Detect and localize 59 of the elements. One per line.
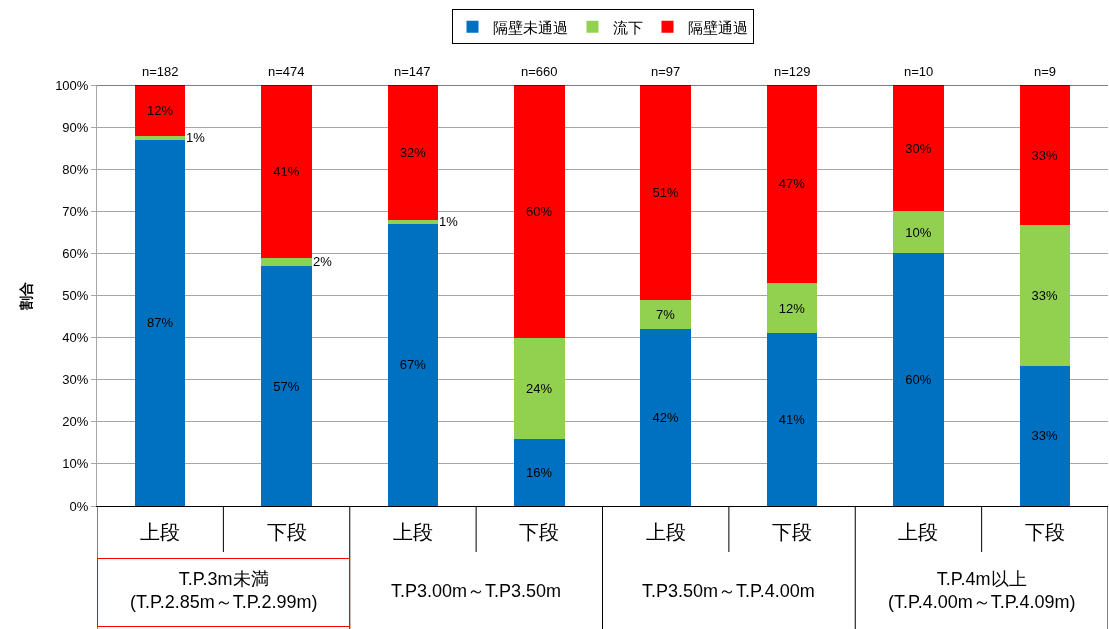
x-tick-label: 下段 bbox=[519, 521, 560, 543]
annotation: n=182 bbox=[142, 64, 179, 79]
text: T.P3.00m～T.P3.50m bbox=[391, 581, 562, 601]
data-label: 30% bbox=[905, 140, 932, 156]
x-tick-label: 上段 bbox=[392, 521, 433, 543]
annotation: n=129 bbox=[774, 64, 811, 79]
annotation: n=474 bbox=[268, 64, 305, 79]
annotation: n=660 bbox=[521, 64, 558, 79]
data-label: 33% bbox=[1031, 147, 1059, 163]
y-tick-label: 50% bbox=[62, 288, 89, 304]
data-label: 41% bbox=[273, 163, 300, 179]
x-tick-label: 上段 bbox=[898, 521, 939, 543]
data-label: 24% bbox=[526, 380, 553, 396]
x-tick-label: 下段 bbox=[1024, 521, 1065, 543]
data-label: 33% bbox=[1031, 428, 1059, 444]
y-tick-label: 60% bbox=[62, 245, 89, 261]
data-label: 67% bbox=[399, 357, 427, 373]
legend-label: 流下 bbox=[612, 18, 643, 36]
y-tick-label: 70% bbox=[62, 203, 89, 219]
y-tick-label: 10% bbox=[62, 456, 89, 472]
y-tick-label: 100% bbox=[55, 77, 89, 93]
legend-label: 隔壁未通過 bbox=[492, 18, 568, 36]
data-label: 7% bbox=[656, 306, 676, 322]
data-label: 60% bbox=[526, 203, 553, 219]
x-tick-label: 上段 bbox=[645, 521, 686, 543]
data-label: 60% bbox=[905, 372, 932, 388]
annotation: n=9 bbox=[1034, 64, 1057, 79]
y-tick-label: 90% bbox=[62, 119, 89, 135]
data-label: 47% bbox=[778, 176, 806, 192]
data-label: 12% bbox=[146, 102, 174, 118]
data-label: 33% bbox=[1031, 288, 1059, 303]
text: T.P.3m未満 (T.P.2.85m～T.P.2.99m) bbox=[130, 569, 318, 613]
data-label: 51% bbox=[652, 184, 679, 200]
data-label: 10% bbox=[905, 224, 932, 240]
y-tick-label: 30% bbox=[62, 372, 89, 388]
y-tick-label: 20% bbox=[62, 414, 89, 430]
data-label: 1% bbox=[186, 130, 206, 145]
annotation: n=147 bbox=[394, 64, 431, 79]
y-tick-label: 0% bbox=[69, 498, 89, 514]
y-tick-label: 80% bbox=[62, 161, 89, 177]
x-tick-label: 上段 bbox=[140, 521, 181, 543]
x-tick-label: 下段 bbox=[772, 521, 813, 543]
annotation: n=97 bbox=[651, 64, 681, 79]
data-label: 2% bbox=[313, 254, 333, 269]
y-tick-label: 40% bbox=[62, 330, 89, 346]
legend-label: 隔壁通過 bbox=[687, 18, 748, 36]
data-label: 87% bbox=[146, 315, 174, 331]
data-label: 16% bbox=[526, 464, 553, 480]
text: T.P.4m以上 (T.P.4.00m～T.P.4.09m) bbox=[888, 569, 1076, 613]
y-axis-title: 割合 bbox=[17, 281, 34, 311]
data-label: 41% bbox=[778, 412, 806, 428]
x-tick-label: 下段 bbox=[266, 521, 307, 543]
data-label: 1% bbox=[439, 214, 459, 229]
data-label: 42% bbox=[652, 410, 679, 426]
data-label: 32% bbox=[399, 144, 427, 160]
data-label: 12% bbox=[778, 300, 806, 316]
text: T.P3.50m～T.P.4.00m bbox=[642, 581, 815, 601]
data-label: 57% bbox=[273, 378, 300, 394]
annotation: n=10 bbox=[904, 64, 934, 79]
